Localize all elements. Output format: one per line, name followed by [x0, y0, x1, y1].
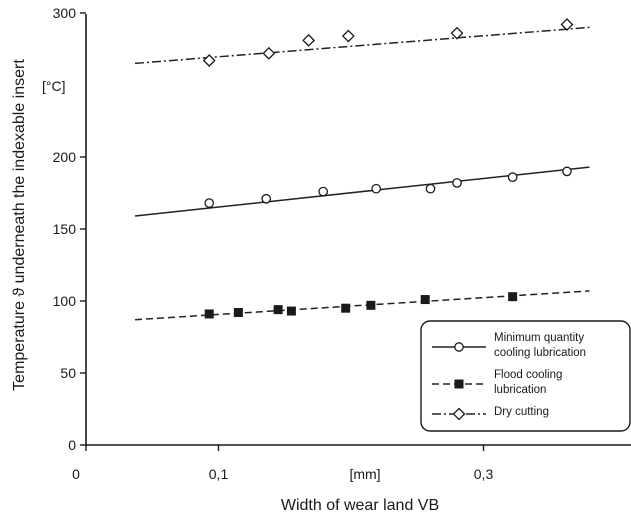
data-point-mql — [371, 183, 382, 194]
data-point-flood — [273, 305, 283, 315]
fit-line-mql — [134, 166, 590, 217]
data-point-mql — [562, 166, 572, 177]
data-point-flood — [204, 309, 214, 319]
data-point-mql — [507, 172, 518, 183]
data-point-flood — [508, 292, 518, 302]
data-point-dry — [302, 33, 316, 47]
data-point-flood — [366, 300, 376, 310]
x-tick-label: 0,3 — [474, 466, 494, 482]
x-axis-label: Width of wear land VB — [281, 497, 439, 514]
data-point-dry — [341, 29, 355, 43]
data-point-mql — [204, 198, 215, 208]
y-tick-label: 300 — [53, 5, 77, 21]
x-tick-label: 0 — [72, 466, 80, 482]
x-tick-label: 0,1 — [209, 466, 229, 482]
data-point-dry — [560, 18, 574, 31]
data-point-dry — [450, 26, 464, 40]
legend-label-dry: Dry cutting — [494, 406, 549, 418]
legend: Minimum quantity cooling lubrication Flood… — [420, 320, 631, 432]
fit-line-flood — [134, 290, 590, 321]
fit-line-dry — [134, 26, 590, 65]
legend-marker-mql — [454, 342, 464, 352]
y-tick-label: 150 — [53, 221, 77, 237]
data-point-flood — [420, 295, 430, 305]
y-axis-label: Temperature ϑ underneath the indexable i… — [11, 59, 28, 391]
data-point-mql — [318, 186, 329, 197]
data-point-flood — [286, 306, 296, 316]
y-tick-label: 0 — [68, 437, 76, 453]
legend-marker-flood — [454, 379, 464, 389]
legend-label-flood: Flood cooling — [494, 369, 562, 381]
legend-label-mql: Minimum quantity — [494, 332, 584, 344]
data-point-dry — [202, 54, 216, 67]
data-point-mql — [425, 183, 436, 194]
legend-label-flood: lubrication — [494, 384, 546, 396]
data-point-flood — [233, 308, 243, 318]
y-unit-label: [°C] — [42, 78, 66, 94]
x-unit-label: [mm] — [349, 466, 380, 482]
y-tick-label: 100 — [53, 293, 77, 309]
legend-box — [420, 320, 631, 432]
data-point-flood — [341, 303, 351, 313]
data-point-dry — [262, 46, 276, 60]
legend-label-mql: cooling lubrication — [494, 347, 586, 359]
legend-marker-dry — [452, 407, 466, 421]
y-tick-label: 200 — [53, 149, 77, 165]
data-point-mql — [261, 193, 272, 204]
data-point-mql — [452, 178, 462, 188]
y-tick-label: 50 — [60, 365, 76, 381]
